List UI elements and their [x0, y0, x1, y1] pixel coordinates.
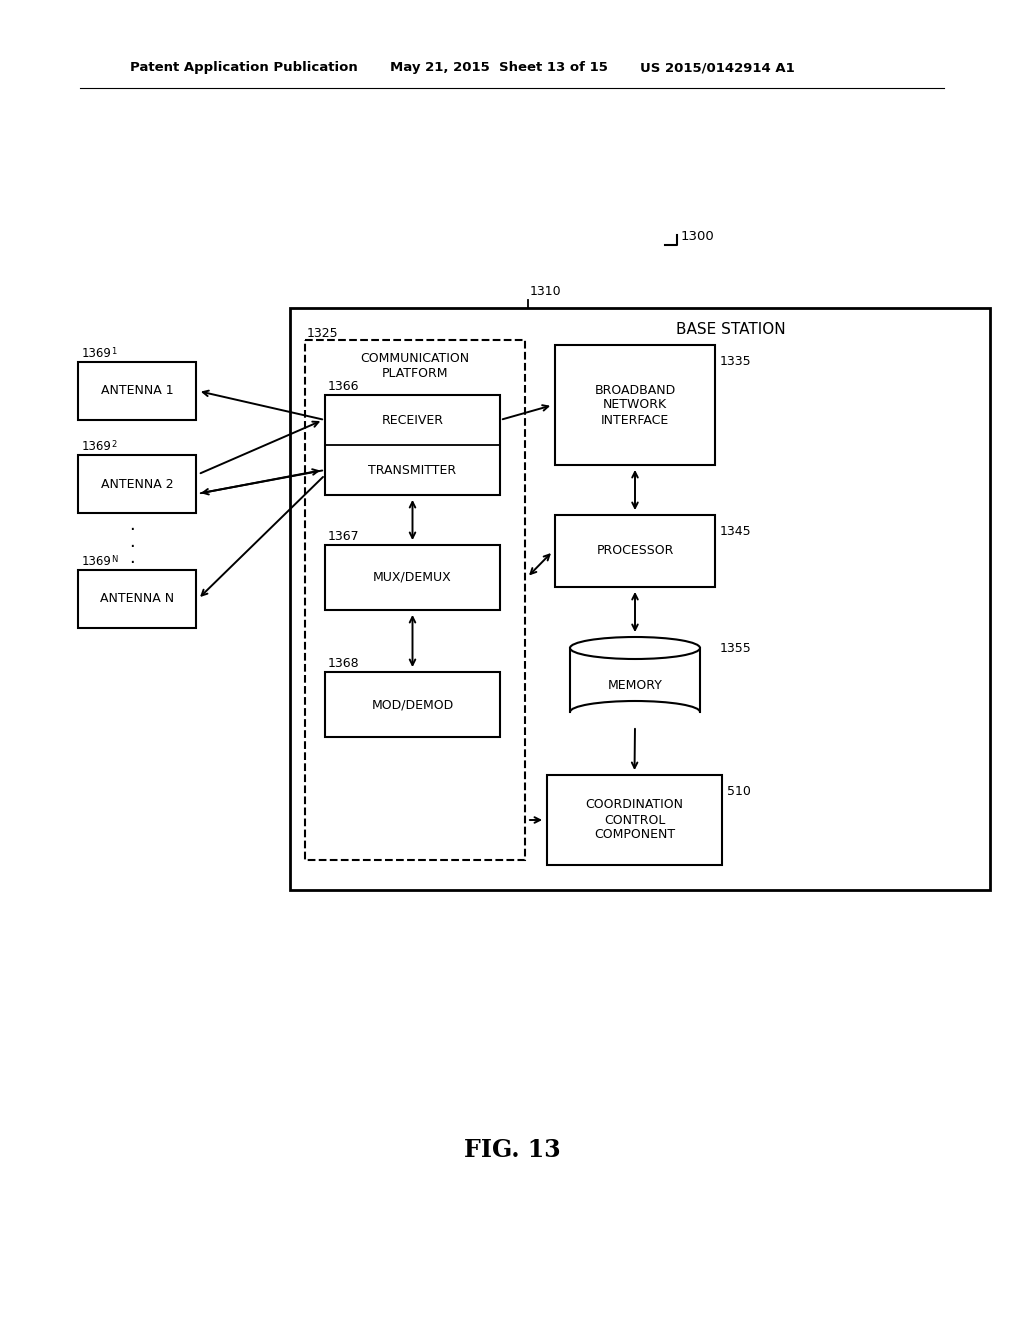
- Bar: [305, 341, 525, 861]
- Text: TRANSMITTER: TRANSMITTER: [369, 463, 457, 477]
- Text: BROADBAND
NETWORK
INTERFACE: BROADBAND NETWORK INTERFACE: [594, 384, 676, 426]
- Text: PROCESSOR: PROCESSOR: [596, 544, 674, 557]
- Text: ANTENNA 2: ANTENNA 2: [100, 478, 173, 491]
- Bar: [325, 395, 500, 495]
- Text: FIG. 13: FIG. 13: [464, 1138, 560, 1162]
- Text: 1300: 1300: [681, 231, 715, 243]
- Text: 1367: 1367: [328, 531, 359, 543]
- Text: 1366: 1366: [328, 380, 359, 393]
- Text: Patent Application Publication: Patent Application Publication: [130, 62, 357, 74]
- Text: 1369: 1369: [82, 554, 112, 568]
- Text: 1369: 1369: [82, 440, 112, 453]
- Text: RECEIVER: RECEIVER: [382, 413, 443, 426]
- Bar: [325, 545, 500, 610]
- Bar: [325, 672, 500, 737]
- Ellipse shape: [570, 638, 700, 659]
- Text: 1369: 1369: [82, 347, 112, 360]
- Text: ANTENNA N: ANTENNA N: [100, 593, 174, 606]
- Text: 1368: 1368: [328, 657, 359, 671]
- Text: 1345: 1345: [720, 525, 752, 539]
- Text: ·
·
·: · · ·: [129, 521, 135, 572]
- Text: 1325: 1325: [307, 327, 339, 341]
- Text: May 21, 2015  Sheet 13 of 15: May 21, 2015 Sheet 13 of 15: [390, 62, 608, 74]
- Bar: [555, 515, 715, 587]
- Bar: [547, 775, 722, 865]
- Text: MEMORY: MEMORY: [607, 678, 663, 692]
- Text: BASE STATION: BASE STATION: [676, 322, 785, 338]
- Text: ANTENNA 1: ANTENNA 1: [100, 384, 173, 397]
- Text: 510: 510: [727, 785, 751, 799]
- Text: 2: 2: [111, 440, 117, 449]
- Bar: [78, 362, 196, 420]
- Bar: [78, 570, 196, 628]
- Bar: [570, 648, 700, 711]
- Text: COMMUNICATION
PLATFORM: COMMUNICATION PLATFORM: [360, 352, 470, 380]
- Text: MUX/DEMUX: MUX/DEMUX: [373, 572, 452, 583]
- Text: US 2015/0142914 A1: US 2015/0142914 A1: [640, 62, 795, 74]
- Bar: [78, 455, 196, 513]
- Text: 1310: 1310: [530, 285, 561, 298]
- Text: N: N: [111, 554, 118, 564]
- Text: MOD/DEMOD: MOD/DEMOD: [372, 698, 454, 711]
- Text: COORDINATION
CONTROL
COMPONENT: COORDINATION CONTROL COMPONENT: [586, 799, 683, 842]
- Text: 1355: 1355: [720, 642, 752, 655]
- Text: 1335: 1335: [720, 355, 752, 368]
- Text: 1: 1: [111, 347, 117, 356]
- Bar: [555, 345, 715, 465]
- Bar: [290, 308, 990, 890]
